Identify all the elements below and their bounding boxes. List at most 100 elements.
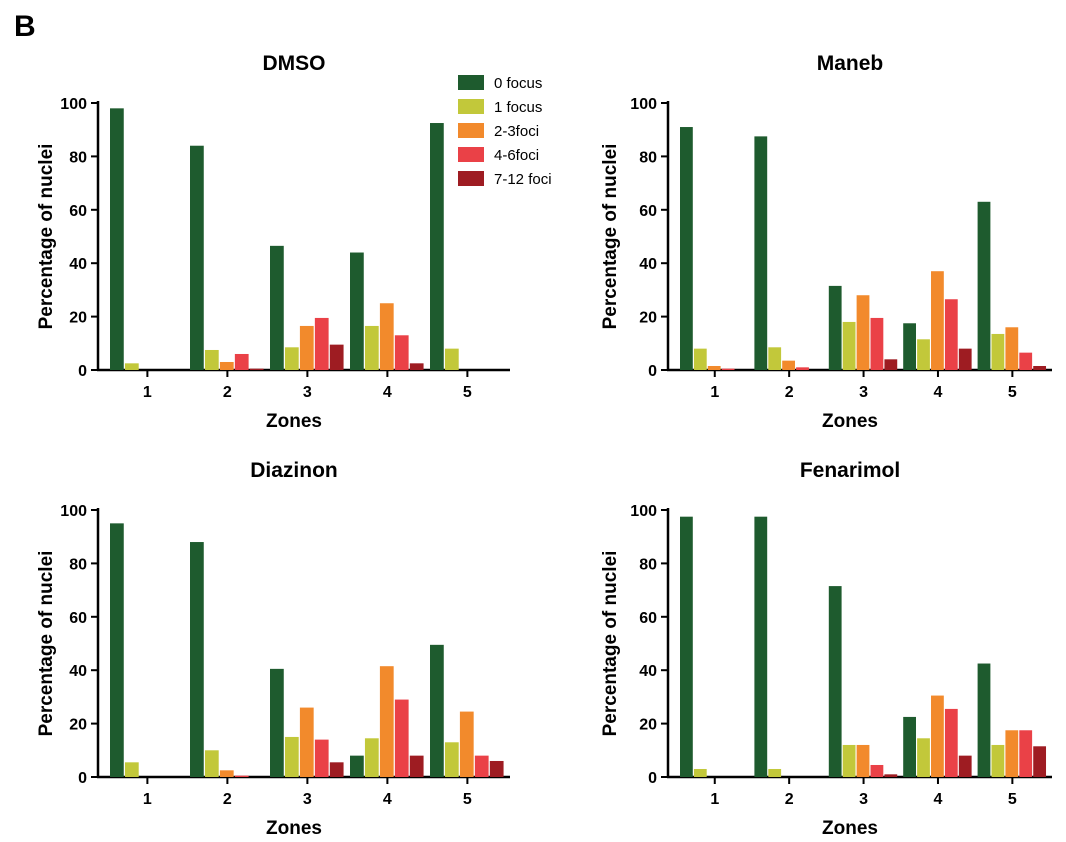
panel-label: B (14, 10, 36, 43)
bar (204, 750, 219, 777)
bar (124, 363, 139, 370)
y-tick-label: 60 (69, 610, 87, 627)
bar (693, 768, 707, 777)
bar (409, 363, 424, 370)
x-tick-label: 2 (785, 384, 794, 401)
y-tick-label: 40 (69, 663, 87, 680)
bar (991, 333, 1005, 370)
x-tick-label: 2 (785, 791, 794, 808)
bar (931, 695, 944, 777)
bar (917, 339, 930, 370)
bar (234, 353, 249, 370)
y-tick-label: 0 (78, 363, 87, 380)
x-tick-label: 5 (1008, 384, 1017, 401)
bar (1019, 352, 1033, 370)
x-tick-label: 2 (223, 791, 232, 808)
chart-panel-fenarimol: Fenarimol Percentage of nuclei 0 20 40 60 80 10… (600, 459, 1052, 839)
bar (721, 368, 735, 370)
bar (489, 760, 504, 777)
x-axis-label: Zones (822, 818, 878, 837)
bar (270, 668, 284, 777)
bar (842, 744, 856, 777)
bar (958, 755, 972, 777)
bar (284, 347, 299, 370)
x-axis-label: Zones (266, 411, 322, 432)
bar (768, 347, 782, 370)
chart-title: DMSO (263, 52, 326, 75)
bar (430, 644, 444, 777)
legend-label: 4-6foci (494, 147, 539, 164)
x-tick-label: 1 (143, 791, 152, 808)
bar (842, 321, 856, 370)
x-tick-label: 5 (463, 791, 472, 808)
bar (828, 586, 842, 777)
y-tick-label: 20 (69, 310, 87, 327)
bar (234, 775, 249, 777)
bar (944, 708, 958, 777)
y-tick-label: 40 (69, 256, 87, 273)
bar (459, 711, 474, 777)
bar (444, 348, 459, 370)
x-tick-label: 4 (383, 791, 392, 808)
y-tick-label: 20 (639, 310, 657, 327)
bar (394, 699, 409, 777)
y-tick-label: 80 (69, 556, 87, 573)
x-tick-label: 5 (463, 384, 472, 401)
bar (204, 349, 219, 370)
bar (299, 707, 314, 777)
bar (680, 516, 693, 777)
bar (409, 755, 424, 777)
chart-title: Diazinon (250, 459, 338, 482)
bar (856, 295, 870, 370)
bar (958, 348, 972, 370)
bar (1005, 730, 1019, 777)
x-tick-label: 1 (710, 791, 719, 808)
x-axis-label: Zones (266, 818, 322, 837)
legend-label: 1 focus (494, 99, 542, 116)
bar (219, 770, 234, 777)
x-tick-label: 1 (143, 384, 152, 401)
y-axis-label: Percentage of nuclei (36, 551, 57, 737)
chart-panel-diazinon: Diazinon Percentage of nuclei 0 20 40 60 80 100… (36, 459, 510, 839)
bar (350, 755, 364, 777)
bar (768, 768, 782, 777)
bar (444, 742, 459, 777)
x-tick-label: 4 (383, 384, 392, 401)
bar (219, 361, 234, 370)
bar (870, 317, 884, 370)
x-axis-label: Zones (822, 411, 878, 432)
bar (1019, 730, 1033, 777)
chart-panel-maneb: Maneb Percentage of nuclei 0 20 40 60 80 100 1 2 3… (600, 52, 1052, 432)
y-tick-label: 0 (648, 363, 657, 380)
bar (917, 738, 930, 777)
y-axis-label: Percentage of nuclei (600, 144, 621, 330)
x-tick-label: 3 (859, 791, 868, 808)
bar (977, 663, 991, 777)
bar (870, 764, 884, 777)
bar (903, 716, 916, 777)
y-tick-label: 0 (648, 770, 657, 787)
chart-title: Maneb (817, 52, 884, 75)
x-tick-label: 1 (710, 384, 719, 401)
y-tick-label: 100 (60, 503, 87, 520)
y-tick-label: 20 (639, 717, 657, 734)
bar (796, 367, 809, 370)
bar (299, 325, 314, 370)
y-axis-label: Percentage of nuclei (600, 551, 621, 737)
x-tick-label: 2 (223, 384, 232, 401)
y-tick-label: 40 (639, 256, 657, 273)
y-tick-label: 60 (69, 203, 87, 220)
legend-swatch (458, 147, 484, 162)
bar (991, 744, 1005, 777)
bar (856, 744, 870, 777)
bar (693, 348, 707, 370)
legend-swatch (458, 171, 484, 186)
bar (430, 123, 444, 371)
y-tick-label: 100 (60, 96, 87, 113)
y-tick-label: 100 (630, 96, 657, 113)
chart-panel-dmso: DMSO Percentage of nuclei 0 20 40 60 80 100 1 2 3 4… (36, 52, 510, 432)
legend-label: 2-3foci (494, 123, 539, 140)
x-tick-label: 4 (934, 791, 943, 808)
x-tick-label: 3 (303, 791, 312, 808)
